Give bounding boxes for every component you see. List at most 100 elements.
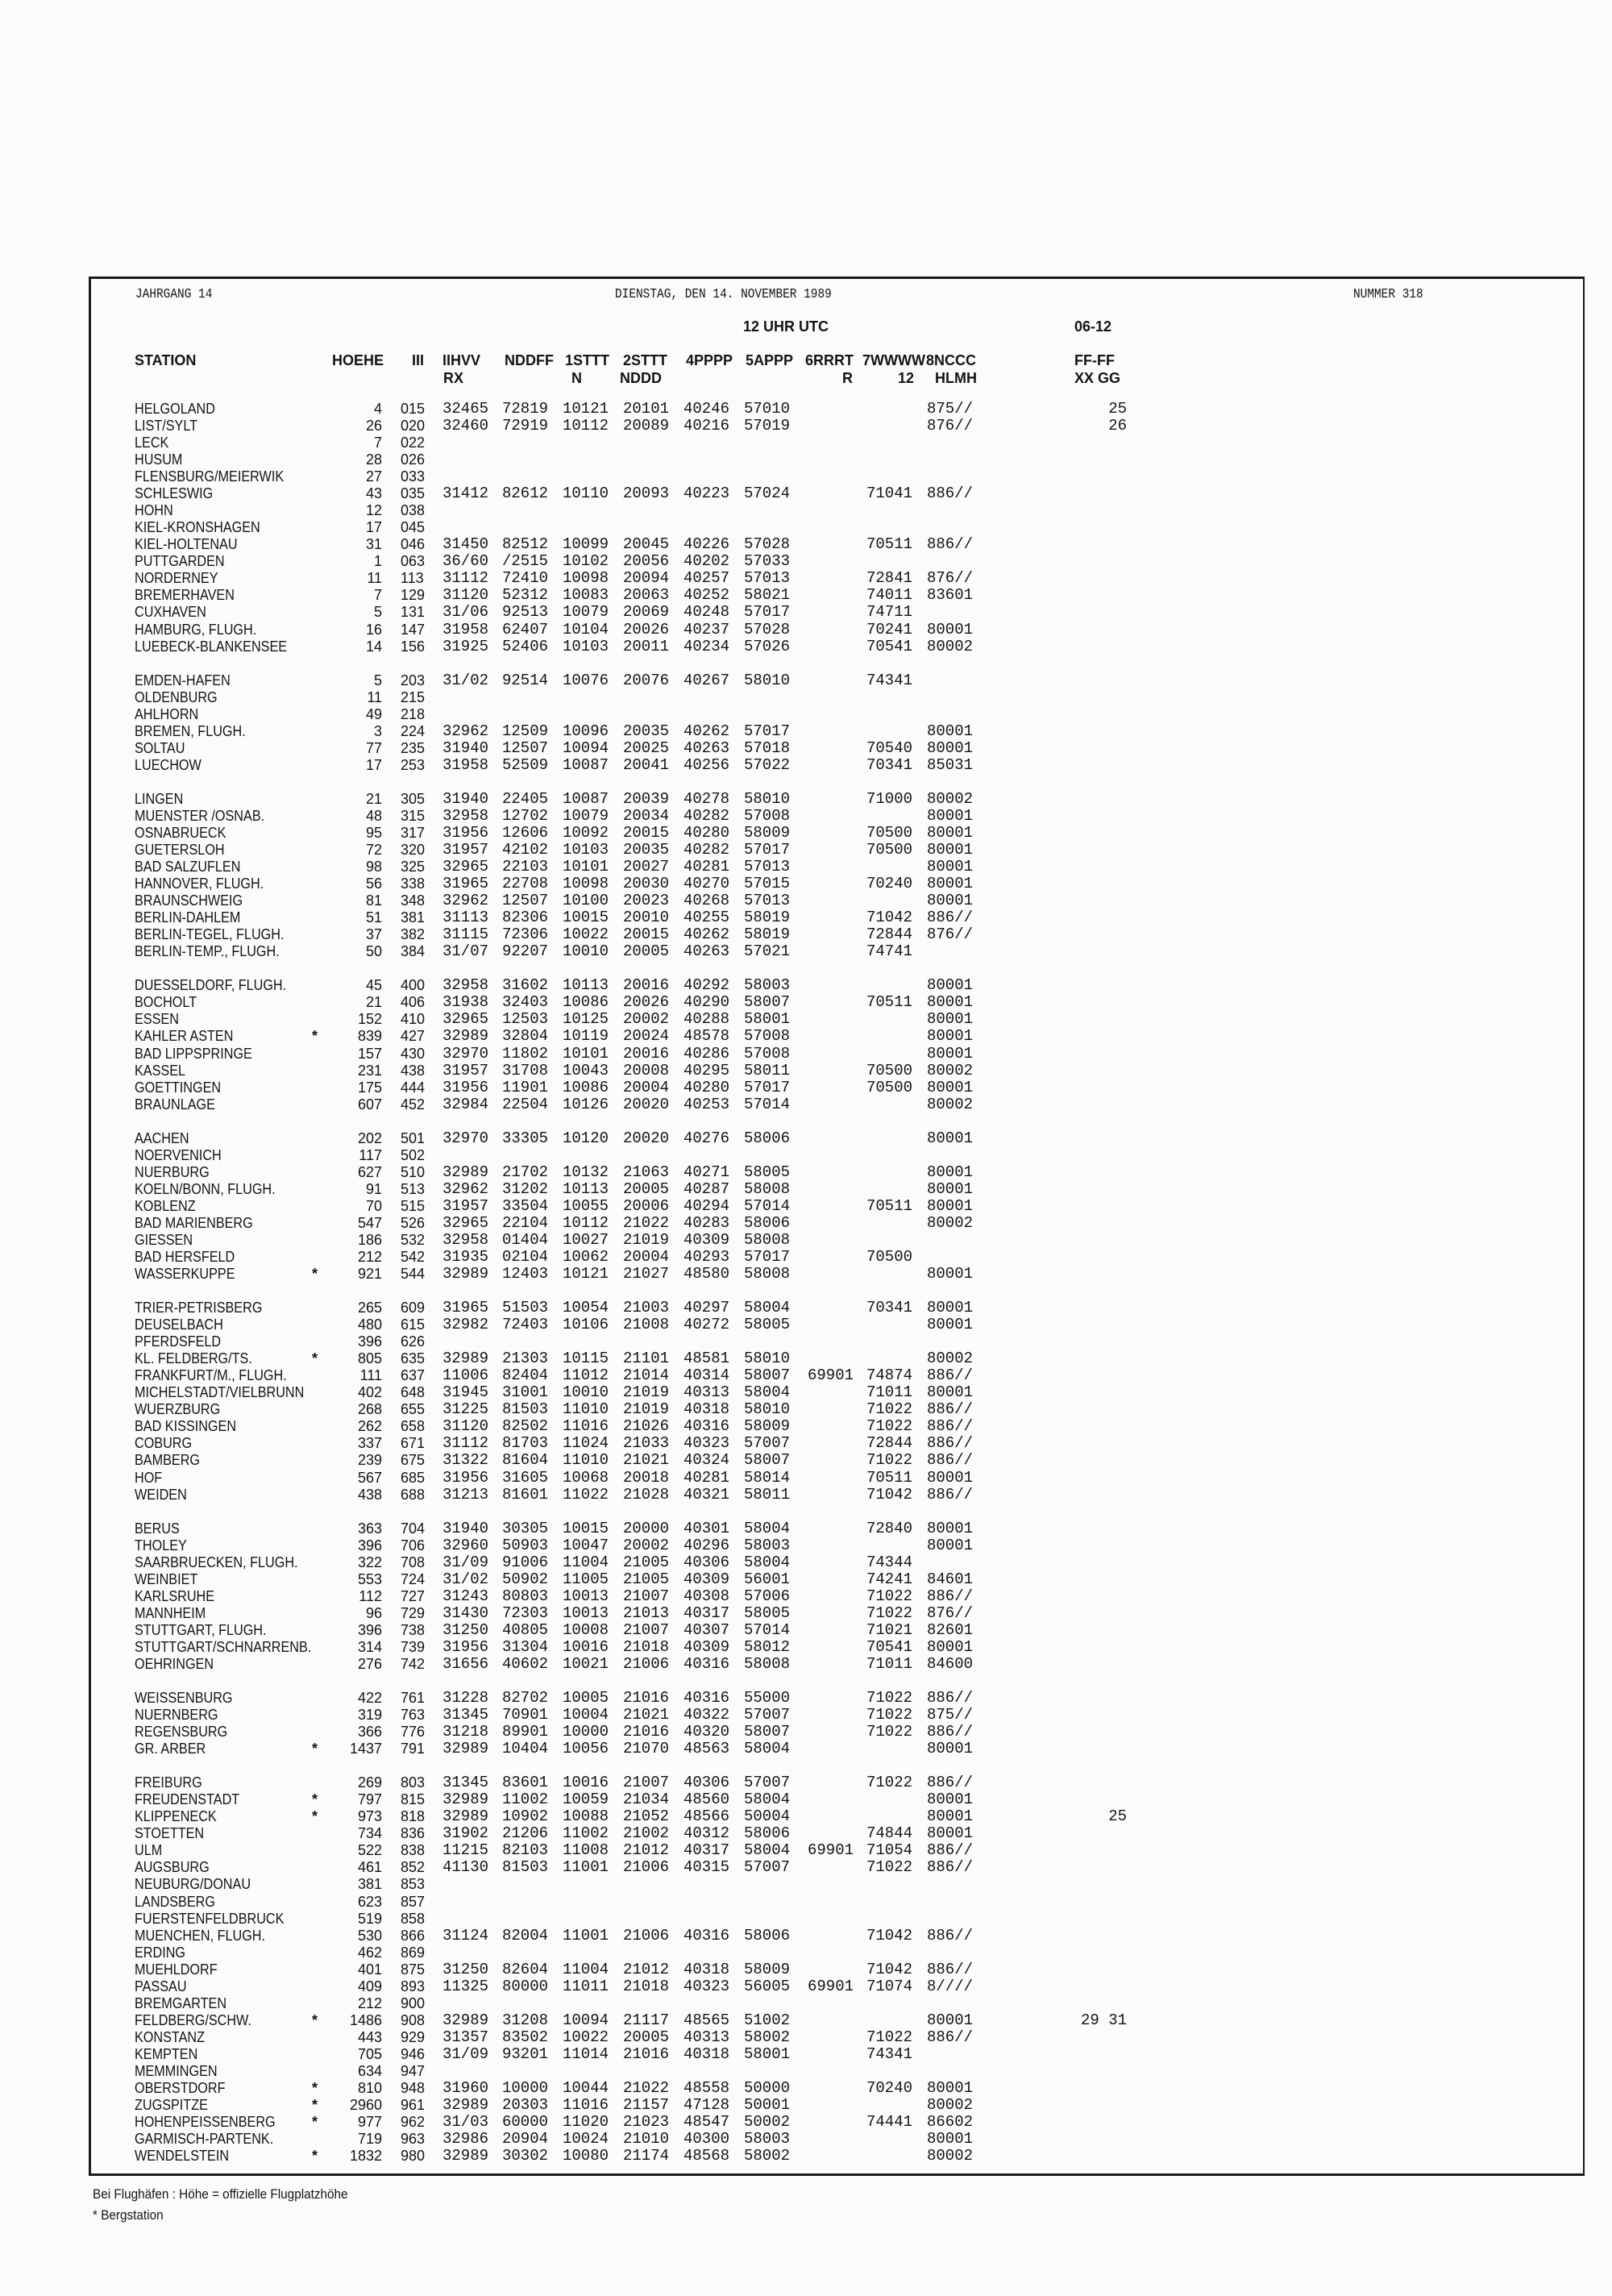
- table-row: LANDSBERG 623 857: [0, 1894, 1612, 1911]
- group-2sttt: 20004: [623, 1078, 670, 1096]
- group-5appp: 58010: [744, 1400, 791, 1419]
- group-1sttt: 10021: [563, 1654, 609, 1673]
- table-row: LECK 7 022: [0, 435, 1612, 451]
- group-4pppp: 40321: [683, 1485, 730, 1504]
- group-1sttt: 10004: [563, 1706, 609, 1724]
- group-2sttt: 21007: [623, 1587, 670, 1605]
- group-iihvv: 32984: [442, 1095, 489, 1113]
- group-1sttt: 10054: [563, 1299, 609, 1317]
- station-id: 513: [401, 1180, 426, 1197]
- group-5appp: 58008: [744, 1230, 791, 1249]
- table-row: GARMISCH-PARTENK. 719 963 32986 20904 10024 21…: [0, 2131, 1612, 2148]
- group-5appp: 57022: [744, 755, 791, 774]
- group-iihvv: 31960: [442, 2078, 489, 2097]
- group-1sttt: 11014: [563, 2044, 609, 2063]
- group-2sttt: 21034: [623, 1791, 670, 1809]
- group-nddff: 82512: [502, 535, 549, 554]
- mountain-station-marker: *: [312, 1741, 318, 1757]
- group-2sttt: 21174: [623, 2147, 670, 2165]
- group-8nccc: 80001: [927, 1383, 974, 1402]
- group-nddff: 81604: [502, 1451, 549, 1470]
- station-name: MEMMINGEN: [135, 2062, 218, 2079]
- station-name: KEMPTEN: [135, 2045, 198, 2062]
- group-4pppp: 40293: [683, 1248, 730, 1266]
- station-height: 95: [365, 825, 382, 841]
- station-height: 26: [365, 418, 382, 435]
- group-2sttt: 20005: [623, 1179, 670, 1198]
- group-5appp: 58004: [744, 1299, 791, 1317]
- table-row: HOHN 12 038: [0, 502, 1612, 519]
- observation-time: 12 UHR UTC: [743, 318, 829, 335]
- station-height: 530: [357, 1927, 382, 1944]
- group-5appp: 57008: [744, 806, 791, 825]
- group-1sttt: 10059: [563, 1791, 609, 1809]
- station-height: 117: [359, 1146, 382, 1163]
- group-nddff: 31304: [502, 1637, 549, 1656]
- group-nddff: 82612: [502, 485, 549, 503]
- group-5appp: 58010: [744, 789, 791, 808]
- group-5appp: 58009: [744, 824, 791, 842]
- group-2sttt: 20069: [623, 603, 670, 622]
- station-id: 147: [401, 621, 426, 638]
- group-nddff: 40602: [502, 1654, 549, 1673]
- group-2sttt: 21022: [623, 2078, 670, 2097]
- group-8nccc: 876//: [927, 417, 974, 435]
- mountain-station-marker: *: [312, 2011, 318, 2028]
- mountain-station-marker: *: [312, 1266, 318, 1283]
- group-1sttt: 10113: [563, 976, 609, 995]
- group-5appp: 58011: [744, 1061, 791, 1079]
- group-7wwww: 71022: [866, 1858, 913, 1877]
- station-height: 438: [357, 1486, 382, 1503]
- group-5appp: 58007: [744, 1366, 791, 1385]
- table-row: BAD HERSFELD 212 542 31935 02104 10062 20004 40…: [0, 1249, 1612, 1266]
- station-id: 542: [401, 1249, 426, 1265]
- station-name: LANDSBERG: [135, 1893, 215, 1910]
- group-7wwww: 70541: [866, 1637, 913, 1656]
- group-2sttt: 21028: [623, 1485, 670, 1504]
- table-row: KARLSRUHE 112 727 31243 80803 10013 21007 40308…: [0, 1587, 1612, 1605]
- group-5appp: 58001: [744, 2044, 791, 2063]
- group-4pppp: 40246: [683, 400, 730, 418]
- group-7wwww: 70511: [866, 1468, 913, 1487]
- group-5appp: 58009: [744, 1960, 791, 1978]
- group-1sttt: 10102: [563, 552, 609, 571]
- station-id: 869: [401, 1944, 426, 1961]
- group-4pppp: 40318: [683, 1400, 730, 1419]
- station-id: 113: [401, 570, 424, 587]
- group-5appp: 57007: [744, 1706, 791, 1724]
- group-7wwww: 70500: [866, 1248, 913, 1266]
- group-7wwww: 70541: [866, 637, 913, 655]
- group-iihvv: 31115: [442, 925, 489, 944]
- group-2sttt: 20026: [623, 620, 670, 638]
- group-4pppp: 40283: [683, 1213, 730, 1232]
- group-4pppp: 40256: [683, 755, 730, 774]
- group-nddff: 33504: [502, 1196, 549, 1215]
- group-nddff: 12403: [502, 1265, 549, 1283]
- group-8nccc: 886//: [927, 1841, 974, 1860]
- col-station: STATION: [135, 352, 197, 368]
- station-name: KONSTANZ: [135, 2028, 206, 2045]
- group-4pppp: 40318: [683, 2044, 730, 2063]
- group-iihvv: 31/06: [442, 603, 489, 622]
- group-1sttt: 10101: [563, 858, 609, 876]
- station-name: HANNOVER, FLUGH.: [135, 876, 264, 892]
- station-id: 929: [401, 2028, 426, 2045]
- station-name: MICHELSTADT/VIELBRUNN: [135, 1384, 305, 1401]
- group-8nccc: 886//: [927, 1723, 974, 1741]
- station-height: 212: [357, 1994, 382, 2011]
- table-row: ERDING 462 869: [0, 1945, 1612, 1961]
- table-row: NEUBURG/DONAU 381 853: [0, 1876, 1612, 1893]
- group-nddff: 50903: [502, 1536, 549, 1554]
- station-height: 337: [357, 1435, 382, 1452]
- station-height: 11: [367, 688, 382, 705]
- group-6rrrt: 69901: [808, 1977, 854, 1995]
- group-iihvv: 32986: [442, 2130, 489, 2148]
- station-name: MUEHLDORF: [135, 1961, 218, 1978]
- group-1sttt: 10086: [563, 1078, 609, 1096]
- group-4pppp: 40324: [683, 1451, 730, 1470]
- station-id: 020: [401, 418, 426, 435]
- group-5appp: 57008: [744, 1044, 791, 1063]
- group-4pppp: 40314: [683, 1366, 730, 1385]
- group-iihvv: 31940: [442, 789, 489, 808]
- group-5appp: 58010: [744, 671, 791, 689]
